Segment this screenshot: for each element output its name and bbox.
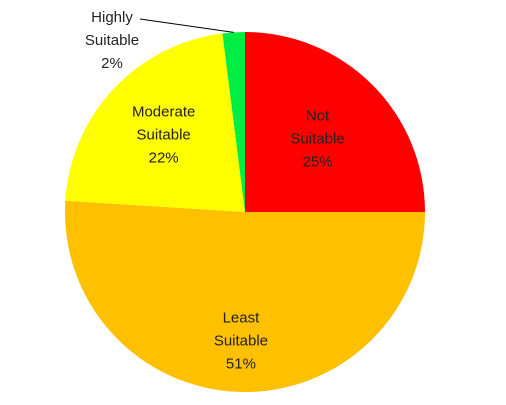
pie-slice [222, 32, 245, 212]
pie-slice [245, 32, 425, 212]
category-label: Not Suitable [290, 107, 344, 147]
value-label: 2% [101, 55, 123, 72]
leader-line [139, 18, 234, 33]
value-label: 51% [226, 356, 256, 373]
category-label: Moderate Suitable [132, 104, 195, 144]
pie-slice [65, 200, 426, 392]
category-label: Least Suitable [214, 310, 268, 350]
value-label: 22% [149, 150, 179, 167]
category-label: Highly Suitable [85, 9, 139, 49]
pie-slice [65, 33, 245, 212]
value-label: 25% [303, 153, 333, 170]
